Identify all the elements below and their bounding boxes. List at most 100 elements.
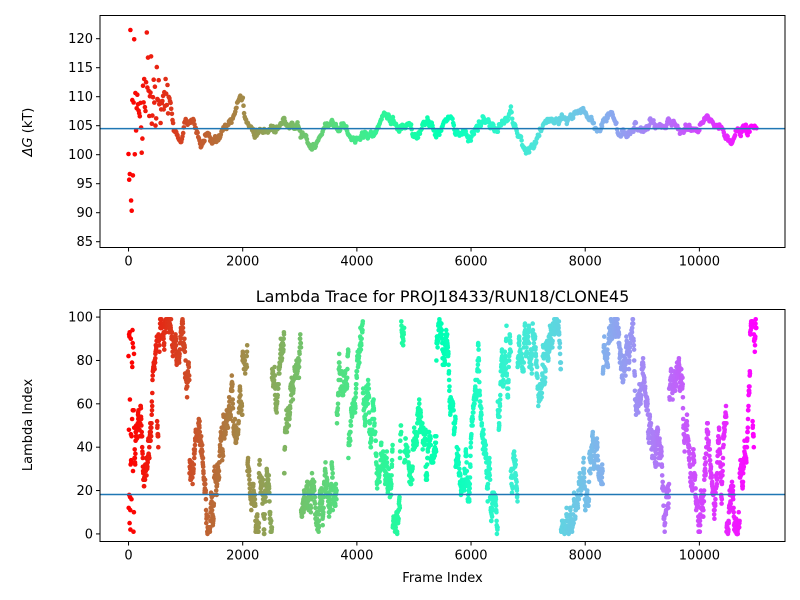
delta-g-point <box>180 130 186 136</box>
lambda-point <box>366 410 372 415</box>
lambda-point <box>476 358 482 363</box>
lambda-point <box>707 453 712 459</box>
lambda-point <box>323 460 328 465</box>
lambda-point <box>599 475 605 480</box>
lambda-point <box>330 475 335 480</box>
lambda-point <box>534 364 540 370</box>
lambda-x-tick-label: 8000 <box>569 549 602 564</box>
lambda-point <box>261 527 267 532</box>
lambda-point <box>365 401 371 407</box>
lambda-point <box>698 488 704 493</box>
lambda-point <box>736 525 742 530</box>
lambda-point <box>629 325 635 331</box>
lambda-point <box>595 453 600 459</box>
lambda-point <box>485 486 491 491</box>
delta-g-x-tick-label: 0 <box>124 255 132 270</box>
lambda-y-tick-label: 40 <box>76 441 93 456</box>
lambda-point <box>654 447 659 452</box>
lambda-point <box>129 360 135 365</box>
lambda-point <box>200 449 205 454</box>
lambda-point <box>397 449 403 454</box>
lambda-point <box>638 392 644 398</box>
lambda-point <box>346 455 351 461</box>
lambda-point <box>321 494 327 500</box>
lambda-point <box>244 364 250 370</box>
lambda-point <box>659 453 664 459</box>
lambda-point <box>731 505 736 511</box>
lambda-point <box>475 362 481 368</box>
lambda-point <box>242 358 248 363</box>
lambda-point <box>533 353 539 359</box>
lambda-point <box>456 453 461 459</box>
lambda-point <box>640 356 646 361</box>
lambda-point <box>182 349 188 355</box>
lambda-point <box>556 325 561 331</box>
lambda-point <box>720 468 725 474</box>
delta-g-point <box>241 103 246 108</box>
delta-g-x-tick-label: 4000 <box>340 255 373 270</box>
lambda-point <box>197 429 203 435</box>
lambda-point <box>297 336 303 342</box>
lambda-point <box>131 529 136 534</box>
delta-g-point <box>295 120 300 125</box>
lambda-point <box>502 349 508 355</box>
lambda-point <box>595 440 600 446</box>
lambda-point <box>731 509 736 515</box>
delta-g-point <box>170 120 176 126</box>
lambda-point <box>178 336 183 342</box>
lambda-point <box>257 457 263 463</box>
lambda-point <box>312 494 318 500</box>
lambda-point <box>721 442 726 448</box>
lambda-point <box>402 457 408 463</box>
lambda-point <box>728 501 733 506</box>
lambda-point <box>737 518 742 524</box>
lambda-point <box>337 364 342 370</box>
lambda-point <box>453 416 458 422</box>
lambda-point <box>600 481 605 487</box>
lambda-point <box>648 421 654 426</box>
lambda-point <box>157 343 162 348</box>
lambda-point <box>588 470 593 476</box>
lambda-point <box>197 425 202 431</box>
lambda-point <box>461 488 467 493</box>
lambda-point <box>747 371 753 376</box>
delta-g-y-tick-label: 100 <box>68 148 93 163</box>
delta-g-y-tick-label: 85 <box>76 235 93 250</box>
lambda-point <box>542 375 548 381</box>
delta-g-y-tick-label: 115 <box>68 61 93 76</box>
lambda-point <box>666 505 671 511</box>
lambda-point <box>418 414 424 420</box>
lambda-point <box>434 434 439 439</box>
lambda-point <box>443 327 449 333</box>
lambda-point <box>506 377 511 383</box>
lambda-point <box>529 362 534 368</box>
lambda-point <box>282 444 288 450</box>
lambda-point <box>240 412 245 418</box>
lambda-point <box>399 319 404 324</box>
lambda-point <box>216 475 222 480</box>
lambda-point <box>464 468 470 474</box>
lambda-point <box>614 321 620 326</box>
lambda-point <box>335 401 341 407</box>
lambda-point <box>623 373 628 378</box>
lambda-point <box>439 321 444 326</box>
lambda-point <box>530 321 535 326</box>
lambda-point <box>247 468 252 474</box>
lambda-point <box>684 427 689 433</box>
delta-g-point <box>144 30 150 35</box>
lambda-point <box>424 462 430 467</box>
lambda-point <box>127 520 132 526</box>
lambda-point <box>424 477 430 483</box>
lambda-point <box>204 520 209 526</box>
lambda-point <box>497 414 502 420</box>
lambda-point <box>577 470 583 476</box>
lambda-point <box>296 375 302 381</box>
lambda-point <box>366 386 372 391</box>
lambda-point <box>320 522 326 528</box>
lambda-point <box>616 332 622 337</box>
lambda-point <box>477 379 482 385</box>
lambda-point <box>729 479 735 485</box>
lambda-point <box>724 421 729 426</box>
lambda-point <box>433 449 439 454</box>
